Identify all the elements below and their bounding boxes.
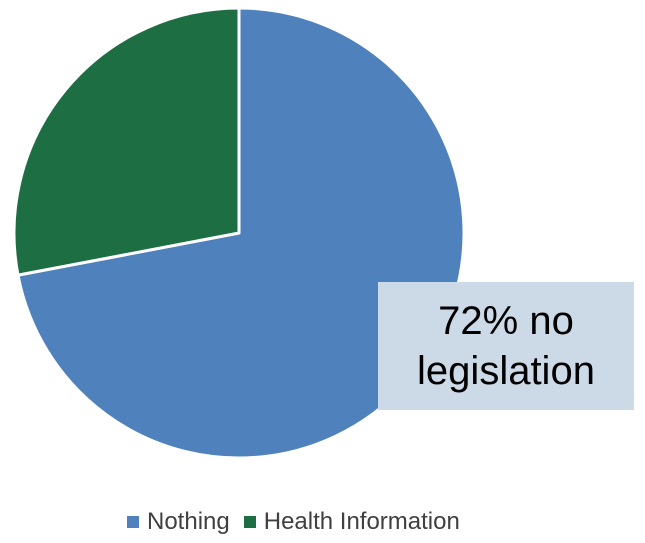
pie-slice-health-information <box>12 6 241 277</box>
legend-item-health-information: Health Information <box>243 508 460 536</box>
legend-swatch-nothing <box>127 516 139 528</box>
legend-label-nothing: Nothing <box>147 508 230 535</box>
annotation-callout: 72% no legislation <box>378 282 634 410</box>
legend-swatch-health-information <box>243 516 256 528</box>
legend-item-nothing: Nothing <box>127 508 230 536</box>
legend: Nothing Health Information <box>127 508 460 536</box>
legend-label-health-information: Health Information <box>263 508 460 535</box>
pie-slices <box>12 6 466 460</box>
